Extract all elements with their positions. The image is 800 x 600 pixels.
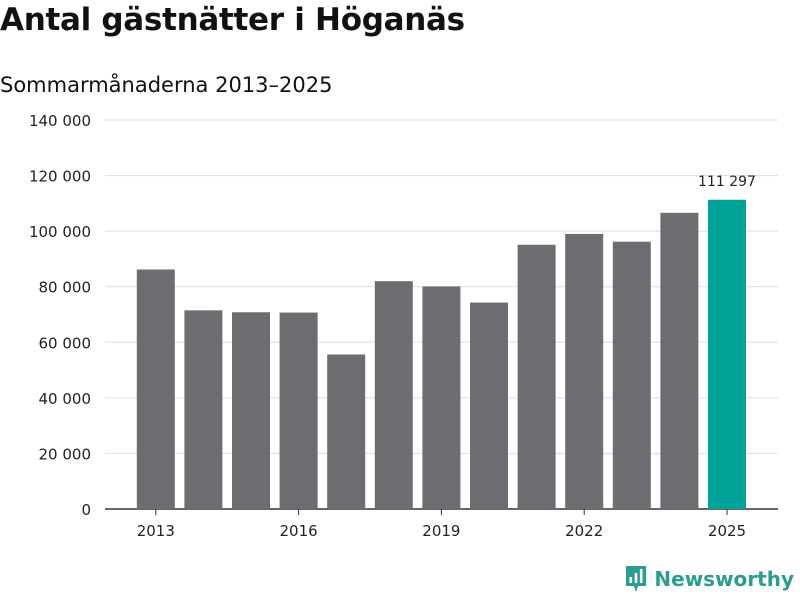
bar-2020[interactable]	[470, 302, 508, 509]
newsworthy-logo-icon	[626, 566, 647, 592]
bars	[136, 199, 746, 510]
y-tick-label: 100 000	[29, 223, 91, 241]
bar-2022[interactable]	[565, 233, 604, 509]
bar-2024[interactable]	[660, 212, 699, 509]
chart-title: Antal gästnätter i Höganäs	[0, 2, 465, 38]
bar-2019[interactable]	[422, 286, 461, 509]
bar-2017[interactable]	[327, 354, 366, 509]
chart-subtitle: Sommarmånaderna 2013–2025	[0, 73, 333, 97]
newsworthy-brand[interactable]: Newsworthy	[624, 564, 794, 594]
data-labels: 111 297	[698, 174, 756, 190]
brand-name: Newsworthy	[654, 567, 794, 591]
x-tick-label: 2022	[565, 522, 603, 540]
y-tick-label: 80 000	[39, 279, 92, 297]
y-axis-labels: 0 20 000 40 000 60 000 80 000 100 000 120 000 1…	[29, 112, 91, 519]
bar-2016[interactable]	[279, 312, 318, 509]
bar-2025[interactable]	[708, 199, 746, 509]
y-tick-label: 140 000	[29, 112, 91, 130]
y-tick-label: 120 000	[29, 168, 91, 186]
bar-2013[interactable]	[136, 269, 175, 509]
x-tick-label: 2016	[280, 522, 318, 540]
y-tick-label: 20 000	[39, 445, 92, 463]
x-tick-label: 2019	[422, 522, 460, 540]
bar-2018[interactable]	[374, 281, 413, 509]
bar-2021[interactable]	[517, 244, 556, 509]
y-tick-label: 60 000	[39, 334, 92, 352]
data-label: 111 297	[698, 174, 756, 190]
x-axis-labels: 2013 2016 2019 2022 2025	[137, 509, 746, 540]
y-tick-label: 40 000	[39, 390, 92, 408]
bar-2023[interactable]	[612, 241, 651, 510]
x-tick-label: 2025	[708, 522, 746, 540]
bar-2014[interactable]	[184, 310, 223, 509]
x-tick-label: 2013	[137, 522, 175, 540]
y-tick-label: 0	[81, 501, 91, 519]
bar-2015[interactable]	[232, 312, 270, 509]
